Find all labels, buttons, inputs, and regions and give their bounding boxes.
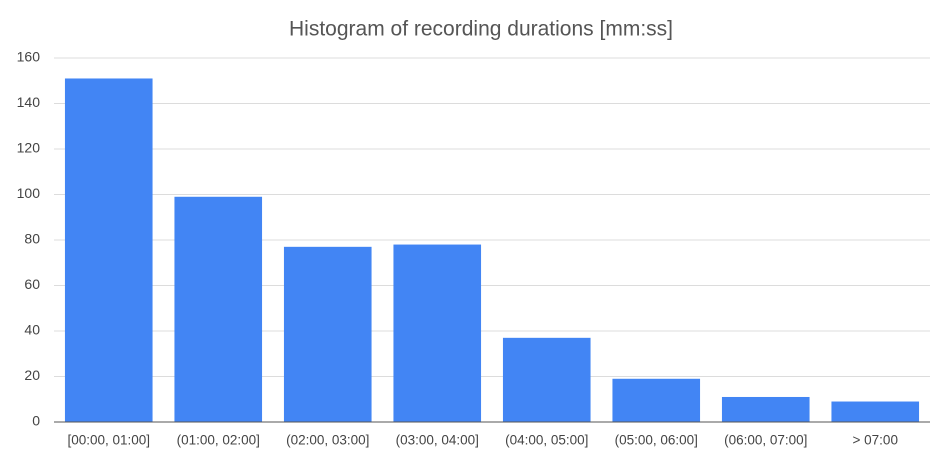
y-tick-label: 60: [24, 276, 40, 292]
x-tick-label: > 07:00: [853, 433, 898, 448]
y-tick-label: 160: [17, 49, 41, 65]
bar: [721, 396, 810, 422]
x-tick-label: (02:00, 03:00]: [286, 433, 369, 448]
y-tick-label: 120: [17, 140, 41, 156]
y-tick-label: 20: [24, 367, 40, 383]
chart-title: Histogram of recording durations [mm:ss]: [289, 18, 673, 41]
x-tick-label: (06:00, 07:00]: [724, 433, 807, 448]
y-tick-label: 80: [24, 231, 40, 247]
y-tick-label: 140: [17, 94, 41, 110]
bar: [393, 244, 482, 422]
y-tick-label: 0: [32, 413, 40, 429]
bar: [64, 78, 153, 422]
bar: [502, 337, 591, 422]
x-tick-label: [00:00, 01:00]: [67, 433, 150, 448]
x-tick-label: (03:00, 04:00]: [396, 433, 479, 448]
x-tick-label: (04:00, 05:00]: [505, 433, 588, 448]
x-tick-label: (01:00, 02:00]: [177, 433, 260, 448]
y-tick-label: 40: [24, 322, 40, 338]
bar: [174, 196, 263, 422]
bar: [831, 401, 920, 422]
y-tick-label: 100: [17, 185, 41, 201]
bar: [612, 378, 701, 422]
bar: [283, 246, 372, 422]
x-tick-label: (05:00, 06:00]: [615, 433, 698, 448]
